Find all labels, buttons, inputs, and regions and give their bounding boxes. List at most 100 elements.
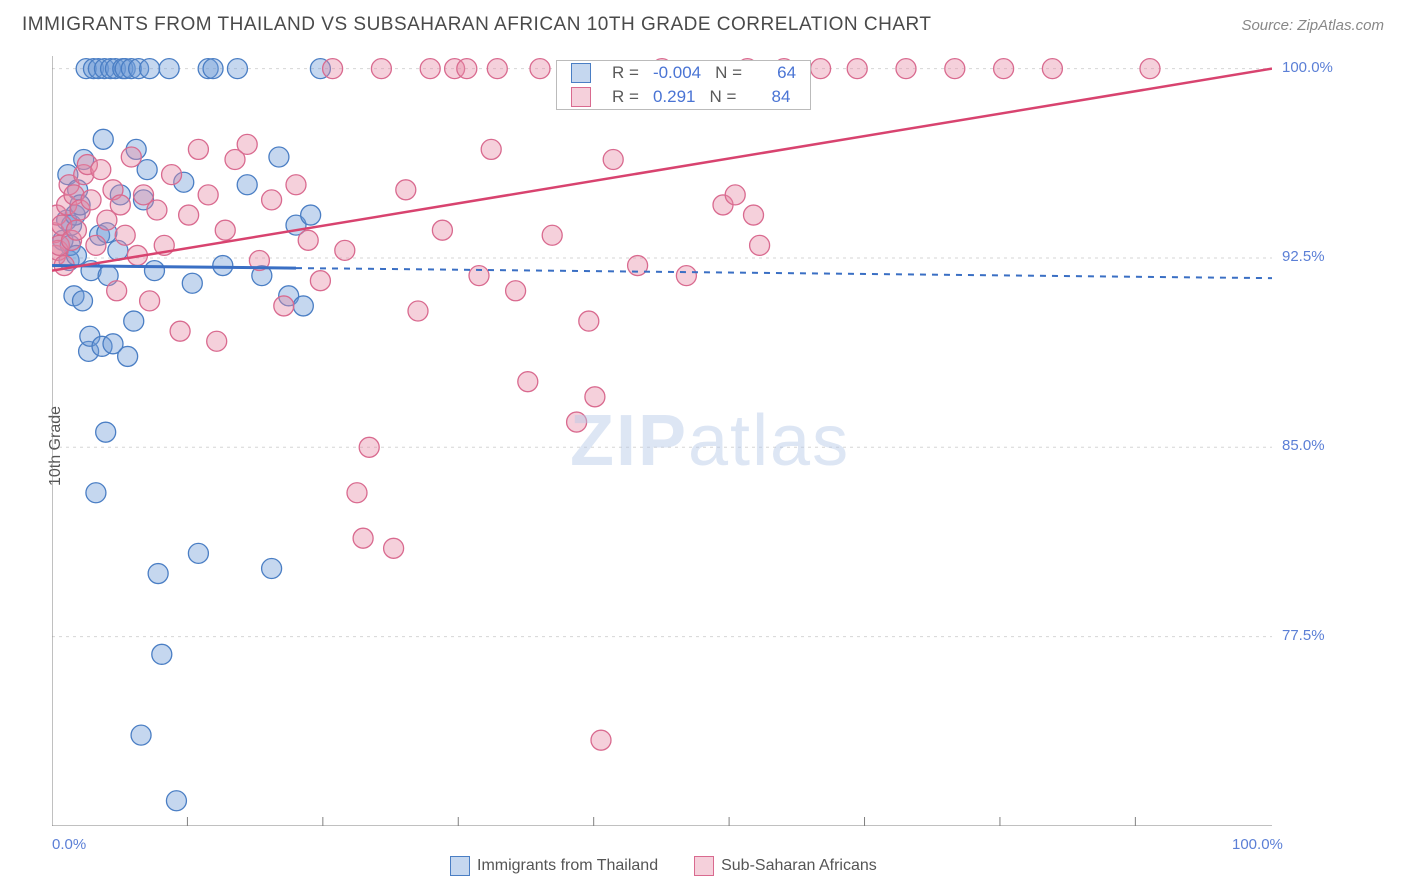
point-thailand [262, 558, 282, 578]
point-subsaharan [237, 134, 257, 154]
point-subsaharan [359, 437, 379, 457]
point-thailand [269, 147, 289, 167]
point-subsaharan [262, 190, 282, 210]
n-label: N = [709, 87, 736, 107]
point-subsaharan [147, 200, 167, 220]
r-value-subsaharan: 0.291 [653, 87, 696, 107]
x-tick-label: 0.0% [52, 836, 86, 853]
point-subsaharan [396, 180, 416, 200]
point-thailand [293, 296, 313, 316]
n-value-thailand: 64 [756, 63, 796, 83]
point-subsaharan [371, 59, 391, 79]
point-subsaharan [215, 220, 235, 240]
point-subsaharan [1140, 59, 1160, 79]
point-subsaharan [162, 165, 182, 185]
point-subsaharan [179, 205, 199, 225]
y-tick-label: 100.0% [1282, 59, 1333, 76]
point-subsaharan [408, 301, 428, 321]
point-subsaharan [994, 59, 1014, 79]
point-subsaharan [420, 59, 440, 79]
point-subsaharan [274, 296, 294, 316]
point-thailand [140, 59, 160, 79]
point-thailand [301, 205, 321, 225]
point-thailand [144, 261, 164, 281]
chart-title: IMMIGRANTS FROM THAILAND VS SUBSAHARAN A… [22, 14, 932, 36]
point-thailand [166, 791, 186, 811]
point-thailand [96, 422, 116, 442]
point-subsaharan [298, 230, 318, 250]
point-thailand [227, 59, 247, 79]
point-subsaharan [384, 538, 404, 558]
point-subsaharan [481, 139, 501, 159]
stat-row-thailand: R = -0.004 N = 64 [557, 61, 810, 85]
point-subsaharan [286, 175, 306, 195]
n-label: N = [715, 63, 742, 83]
legend-item-subsaharan: Sub-Saharan Africans [694, 856, 877, 876]
point-subsaharan [603, 150, 623, 170]
point-subsaharan [744, 205, 764, 225]
stat-legend: R = -0.004 N = 64 R = 0.291 N = 84 [556, 60, 811, 110]
point-subsaharan [81, 190, 101, 210]
r-value-thailand: -0.004 [653, 63, 701, 83]
point-subsaharan [585, 387, 605, 407]
point-thailand [203, 59, 223, 79]
point-subsaharan [110, 195, 130, 215]
plot-svg [52, 56, 1272, 826]
point-subsaharan [725, 185, 745, 205]
point-subsaharan [811, 59, 831, 79]
point-thailand [182, 273, 202, 293]
point-thailand [152, 644, 172, 664]
point-thailand [93, 129, 113, 149]
point-subsaharan [750, 235, 770, 255]
point-thailand [237, 175, 257, 195]
point-subsaharan [1042, 59, 1062, 79]
source-label: Source: ZipAtlas.com [1241, 17, 1384, 34]
point-thailand [124, 311, 144, 331]
point-thailand [73, 291, 93, 311]
swatch-thailand [450, 856, 470, 876]
point-subsaharan [896, 59, 916, 79]
point-thailand [148, 564, 168, 584]
point-subsaharan [198, 185, 218, 205]
legend-label-subsaharan: Sub-Saharan Africans [721, 857, 877, 874]
y-tick-label: 92.5% [1282, 248, 1325, 265]
point-subsaharan [457, 59, 477, 79]
swatch-subsaharan [694, 856, 714, 876]
point-subsaharan [107, 281, 127, 301]
point-subsaharan [542, 225, 562, 245]
header-bar: IMMIGRANTS FROM THAILAND VS SUBSAHARAN A… [0, 0, 1406, 46]
point-subsaharan [310, 271, 330, 291]
r-label: R = [612, 63, 639, 83]
point-subsaharan [170, 321, 190, 341]
point-thailand [188, 543, 208, 563]
legend-label-thailand: Immigrants from Thailand [477, 857, 658, 874]
bottom-legend: Immigrants from Thailand Sub-Saharan Afri… [450, 856, 877, 876]
point-subsaharan [140, 291, 160, 311]
point-subsaharan [579, 311, 599, 331]
point-subsaharan [469, 266, 489, 286]
n-value-subsaharan: 84 [750, 87, 790, 107]
point-subsaharan [506, 281, 526, 301]
point-subsaharan [66, 220, 86, 240]
swatch-subsaharan [571, 87, 591, 107]
r-label: R = [612, 87, 639, 107]
point-thailand [118, 346, 138, 366]
y-tick-label: 77.5% [1282, 627, 1325, 644]
y-tick-label: 85.0% [1282, 437, 1325, 454]
point-thailand [86, 483, 106, 503]
point-thailand [159, 59, 179, 79]
point-subsaharan [91, 160, 111, 180]
x-tick-label: 100.0% [1232, 836, 1283, 853]
point-subsaharan [591, 730, 611, 750]
point-subsaharan [323, 59, 343, 79]
point-subsaharan [530, 59, 550, 79]
point-thailand [213, 256, 233, 276]
trend-thailand-dashed [296, 268, 1272, 278]
point-subsaharan [86, 235, 106, 255]
point-subsaharan [945, 59, 965, 79]
point-subsaharan [353, 528, 373, 548]
stat-row-subsaharan: R = 0.291 N = 84 [557, 85, 810, 109]
point-subsaharan [335, 240, 355, 260]
point-subsaharan [847, 59, 867, 79]
point-subsaharan [121, 147, 141, 167]
